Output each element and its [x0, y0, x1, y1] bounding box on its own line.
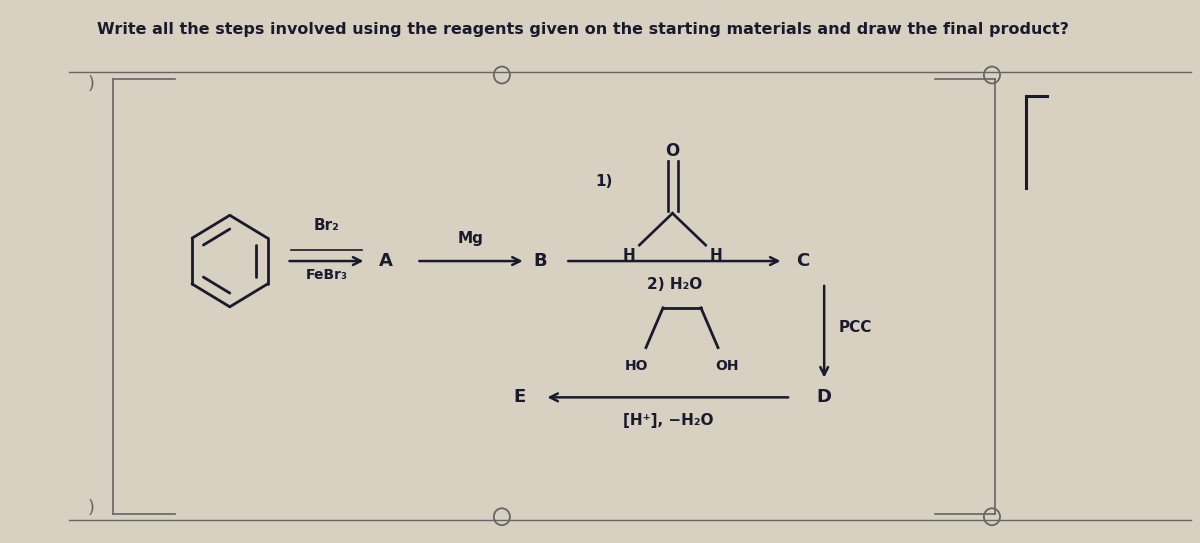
Text: PCC: PCC [839, 320, 871, 335]
Text: HO: HO [625, 358, 648, 372]
Text: [H⁺], −H₂O: [H⁺], −H₂O [623, 413, 713, 428]
Text: A: A [379, 252, 392, 270]
Text: Write all the steps involved using the reagents given on the starting materials : Write all the steps involved using the r… [96, 22, 1068, 37]
Text: C: C [796, 252, 809, 270]
Text: 1): 1) [595, 174, 613, 189]
Text: OH: OH [715, 358, 739, 372]
Text: D: D [817, 388, 832, 406]
Text: B: B [533, 252, 547, 270]
Text: H: H [623, 248, 635, 263]
Text: ): ) [88, 75, 95, 93]
Text: Mg: Mg [457, 231, 484, 245]
Text: ): ) [88, 499, 95, 517]
Text: O: O [665, 142, 679, 160]
Text: H: H [709, 248, 722, 263]
Text: E: E [514, 388, 526, 406]
Text: Br₂: Br₂ [313, 218, 340, 233]
Text: FeBr₃: FeBr₃ [306, 268, 348, 282]
Text: 2) H₂O: 2) H₂O [647, 277, 702, 293]
